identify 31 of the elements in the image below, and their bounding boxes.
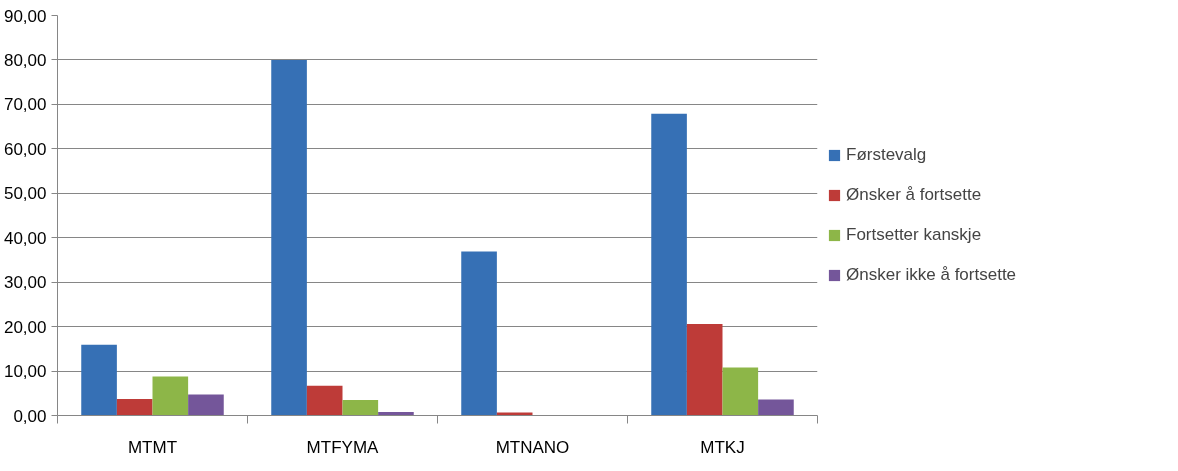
- x-tick-label: MTFYMA: [306, 437, 380, 457]
- legend-label: Førstevalg: [846, 145, 927, 165]
- y-tick-label: 30,00: [3, 273, 47, 293]
- legend-label: Fortsetter kanskje: [846, 225, 982, 245]
- bar: [686, 323, 723, 416]
- legend-label: Ønsker å fortsette: [846, 185, 982, 205]
- y-tick-label: 50,00: [3, 184, 47, 204]
- y-tick-label: 80,00: [3, 50, 47, 70]
- legend-label: Ønsker ikke å fortsette: [846, 265, 1017, 285]
- x-tick-label: MTKJ: [700, 437, 745, 457]
- bar: [306, 385, 343, 416]
- bar: [152, 376, 189, 416]
- bar: [722, 367, 759, 416]
- x-tick-label: MTNANO: [495, 437, 570, 457]
- bar: [116, 399, 153, 416]
- bar: [496, 412, 533, 416]
- y-tick-label: 10,00: [3, 362, 47, 382]
- y-tick-label: 70,00: [3, 95, 47, 115]
- bar: [271, 59, 307, 416]
- bar: [651, 113, 687, 416]
- y-tick-label: 20,00: [3, 317, 47, 337]
- bar: [342, 399, 379, 416]
- bar: [758, 399, 794, 416]
- x-tick-label: MTMT: [127, 437, 178, 457]
- y-tick-label: 40,00: [3, 228, 47, 248]
- bar: [188, 394, 224, 416]
- y-tick-label: 90,00: [3, 6, 47, 26]
- bar: [81, 344, 117, 416]
- y-tick-label: 0,00: [13, 406, 47, 426]
- bar: [461, 251, 497, 416]
- y-tick-label: 60,00: [3, 139, 47, 159]
